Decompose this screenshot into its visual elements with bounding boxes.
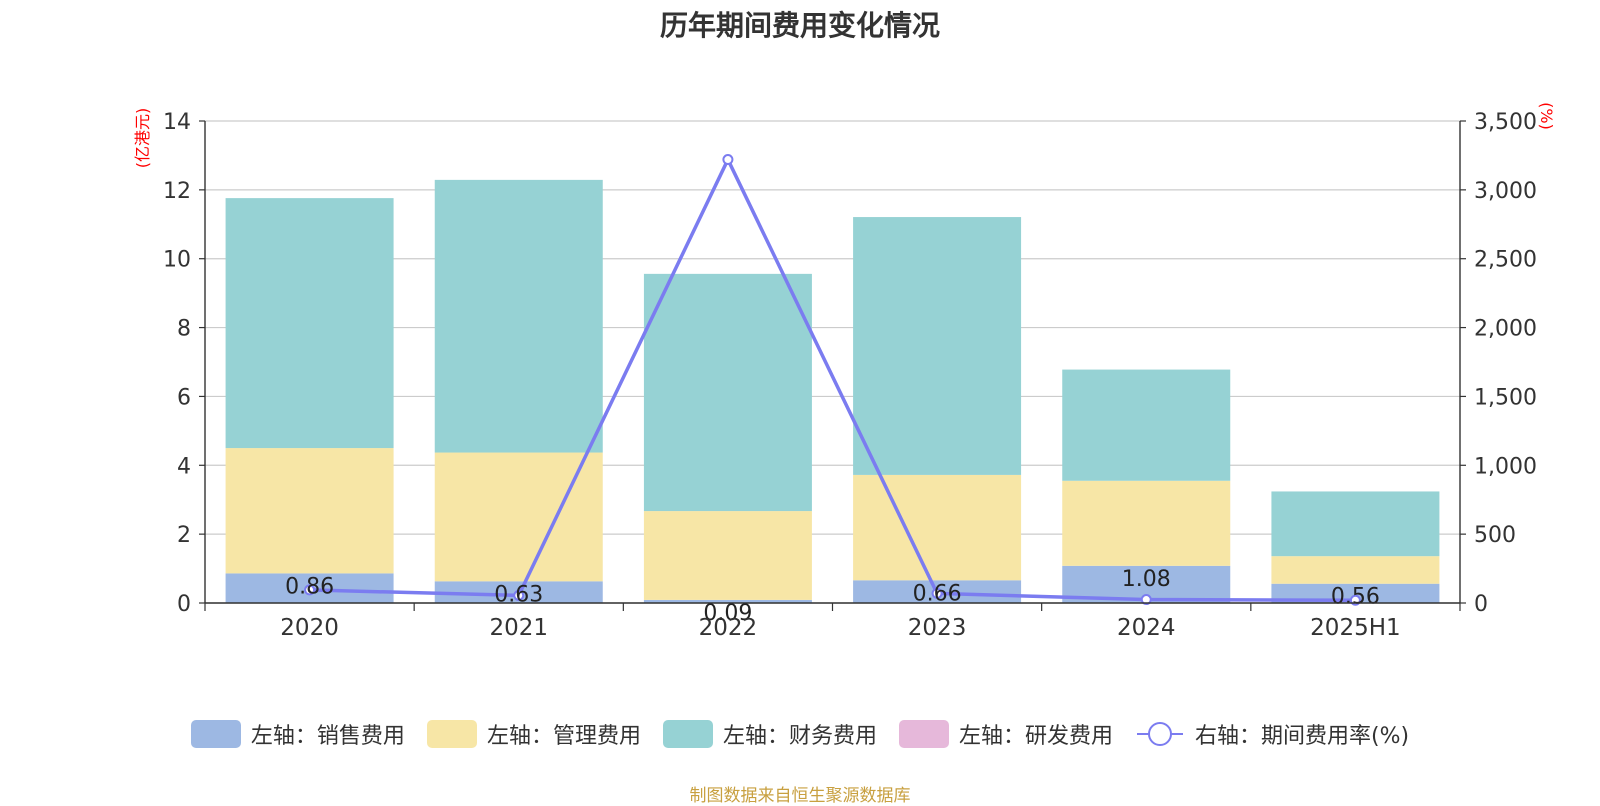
x-axis-tick-label: 2024	[1117, 615, 1176, 641]
left-axis-tick-label: 4	[177, 454, 191, 479]
right-axis-tick-label: 0	[1474, 592, 1488, 617]
bar-segment	[1062, 369, 1231, 481]
bar-segment	[643, 273, 812, 512]
right-axis-tick-label: 2,500	[1474, 248, 1537, 273]
right-axis-tick-label: 2,000	[1474, 317, 1537, 342]
source-note: 制图数据来自恒生聚源数据库	[689, 786, 911, 806]
legend-swatch	[898, 720, 949, 748]
x-axis-tick-label: 2023	[908, 615, 967, 641]
right-axis-tick-label: 1,000	[1474, 454, 1537, 479]
right-axis-tick-label: 500	[1474, 523, 1516, 548]
data-label-layer: 0.86 0.630.090.661.080.56	[285, 567, 1380, 626]
bar-segment	[853, 474, 1022, 581]
legend-line-icon	[1136, 722, 1183, 746]
legend-label: 左轴：销售费用	[250, 724, 405, 749]
x-axis-tick-label: 2022	[699, 615, 758, 641]
line-point	[931, 587, 943, 599]
bar-segment	[434, 452, 603, 582]
data-label: 0.09	[703, 601, 752, 626]
x-axis-tick-label: 2021	[489, 615, 548, 641]
left-axis-tick-label: 0	[177, 592, 191, 617]
left-axis-tick-label: 12	[163, 179, 191, 204]
legend-label: 右轴：期间费用率(%)	[1194, 724, 1410, 749]
x-axis-tick-label: 2025H1	[1310, 615, 1400, 641]
line-layer	[304, 154, 1361, 606]
bar-segment	[1271, 491, 1440, 557]
legend-swatch	[662, 720, 713, 748]
left-axis-tick-label: 2	[177, 523, 191, 548]
x-axis-tick-label: 2020	[280, 615, 339, 641]
data-label: 0.56	[1331, 585, 1380, 610]
left-axis-tick-label: 8	[177, 317, 191, 342]
data-label: 0.86	[285, 574, 334, 599]
right-axis-unit: (%)	[1537, 102, 1556, 130]
legend-item[interactable]: 右轴：期间费用率(%)	[1135, 718, 1409, 750]
legend-swatch	[190, 720, 241, 748]
right-axis-tick-label: 3,500	[1474, 110, 1537, 135]
line-series	[309, 157, 1356, 602]
bar-segment	[225, 448, 394, 574]
bar-segment	[643, 511, 812, 600]
bar-segment	[225, 198, 394, 449]
legend-item[interactable]: 左轴：研发费用	[898, 718, 1113, 750]
data-label: 0.66	[913, 581, 962, 606]
bar-segment	[643, 599, 812, 603]
chart-title: 历年期间费用变化情况	[659, 9, 940, 42]
left-axis-tick-label: 14	[163, 110, 191, 135]
chart-canvas: 0.86 0.630.090.661.080.56 024681012140500…	[133, 102, 1556, 641]
bar-layer	[225, 179, 1440, 603]
bar-segment	[1271, 583, 1440, 603]
right-axis-tick-label: 1,500	[1474, 385, 1537, 410]
legend: 左轴：销售费用 左轴：管理费用 左轴：财务费用 左轴：研发费用 右轴：期间费用率(%)	[0, 718, 1600, 750]
legend-label: 左轴：财务费用	[722, 724, 877, 749]
left-axis-tick-label: 10	[163, 248, 191, 273]
bar-segment	[434, 179, 603, 453]
data-label: 1.08	[1122, 567, 1171, 592]
line-point	[304, 584, 316, 596]
legend-item[interactable]: 左轴：销售费用	[190, 718, 405, 750]
legend-swatch	[426, 720, 477, 748]
legend-label: 左轴：研发费用	[958, 724, 1113, 749]
axes-layer: 0 2 4 6 8 10 12 14 0 500 1,000 1,500 2,000 2,500 3,000…	[133, 102, 1556, 641]
line-point	[1140, 594, 1152, 606]
right-axis-tick-label: 3,000	[1474, 179, 1537, 204]
legend-item[interactable]: 左轴：管理费用	[426, 718, 641, 750]
left-axis-tick-label: 6	[177, 385, 191, 410]
line-point	[722, 154, 734, 166]
left-axis-unit: (亿港元)	[133, 108, 152, 169]
legend-label: 左轴：管理费用	[486, 724, 641, 749]
bar-segment	[1062, 480, 1231, 566]
line-point	[513, 589, 525, 601]
legend-item[interactable]: 左轴：财务费用	[662, 718, 877, 750]
bar-segment	[1271, 556, 1440, 584]
bar-segment	[853, 217, 1022, 475]
